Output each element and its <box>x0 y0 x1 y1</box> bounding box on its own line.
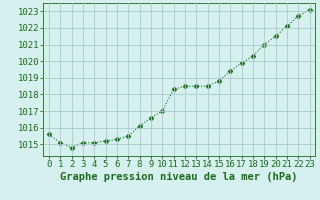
X-axis label: Graphe pression niveau de la mer (hPa): Graphe pression niveau de la mer (hPa) <box>60 172 298 182</box>
